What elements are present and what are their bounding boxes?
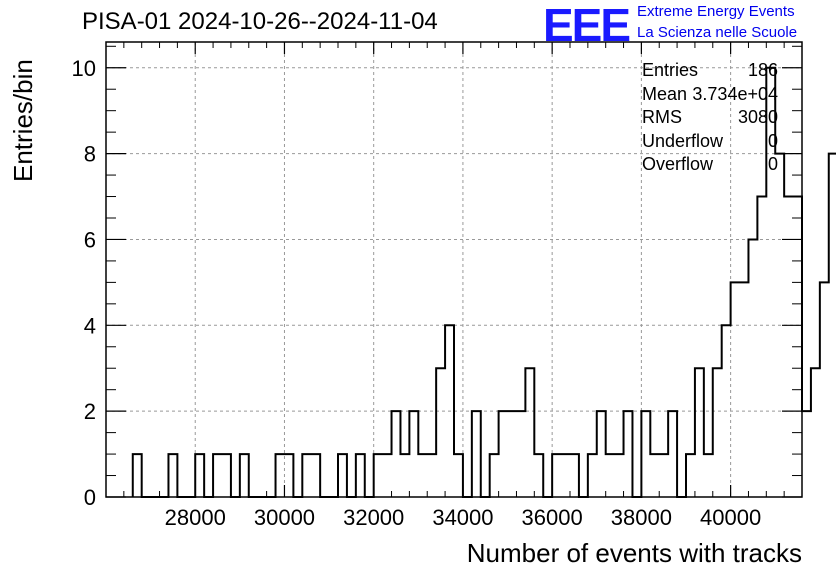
chart-title: PISA-01 2024-10-26--2024-11-04 — [82, 8, 438, 35]
plot-frame — [105, 41, 803, 498]
stats-value: 0 — [767, 130, 778, 151]
tick-labels: 28000 30000 32000 34000 36000 38000 40000 0 2 4 6 8… — [72, 56, 762, 530]
y-axis-label: Entries/bin — [8, 59, 38, 182]
x-tick-label: 40000 — [700, 505, 761, 530]
stats-row-entries: Entries 186 — [642, 59, 778, 83]
grid-lines — [106, 42, 802, 497]
y-tick-label: 0 — [84, 485, 96, 510]
organization-line-2: La Scienza nelle Scuole — [637, 24, 798, 41]
y-tick-label: 2 — [84, 399, 96, 424]
stats-key: Entries — [642, 60, 699, 80]
stats-key: Overflow — [642, 154, 714, 174]
stats-row-underflow: Underflow 0 — [642, 130, 778, 154]
stats-value: 0 — [767, 154, 778, 174]
x-tick-label: 28000 — [165, 505, 226, 530]
x-tick-label: 36000 — [522, 505, 583, 530]
x-tick-label: 34000 — [432, 505, 493, 530]
x-axis-label: Number of events with tracks — [466, 538, 802, 568]
organization-line-1: Extreme Energy Events — [637, 3, 795, 20]
stats-value: 3080 — [737, 107, 778, 127]
stats-value: 3.734e+04 — [692, 83, 778, 104]
stats-row-rms: RMS 3080 — [642, 106, 778, 130]
x-tick-label: 38000 — [611, 505, 672, 530]
eee-logo: EEE — [543, 0, 631, 51]
stats-value: 186 — [747, 60, 778, 80]
stats-key: Underflow — [642, 130, 724, 151]
x-tick-label: 32000 — [343, 505, 404, 530]
y-tick-label: 8 — [84, 142, 96, 167]
stats-row-mean: Mean 3.734e+04 — [642, 83, 778, 107]
y-tick-label: 10 — [72, 56, 96, 81]
axis-ticks — [106, 42, 803, 498]
stats-key: Mean — [642, 83, 688, 104]
stats-key: RMS — [642, 107, 682, 127]
y-tick-label: 4 — [84, 313, 96, 338]
stats-box: Entries 186 Mean 3.734e+04 RMS 3080 Underfl… — [642, 59, 778, 177]
x-tick-label: 30000 — [254, 505, 315, 530]
y-tick-label: 6 — [84, 227, 96, 252]
stats-row-overflow: Overflow 0 — [642, 153, 778, 177]
